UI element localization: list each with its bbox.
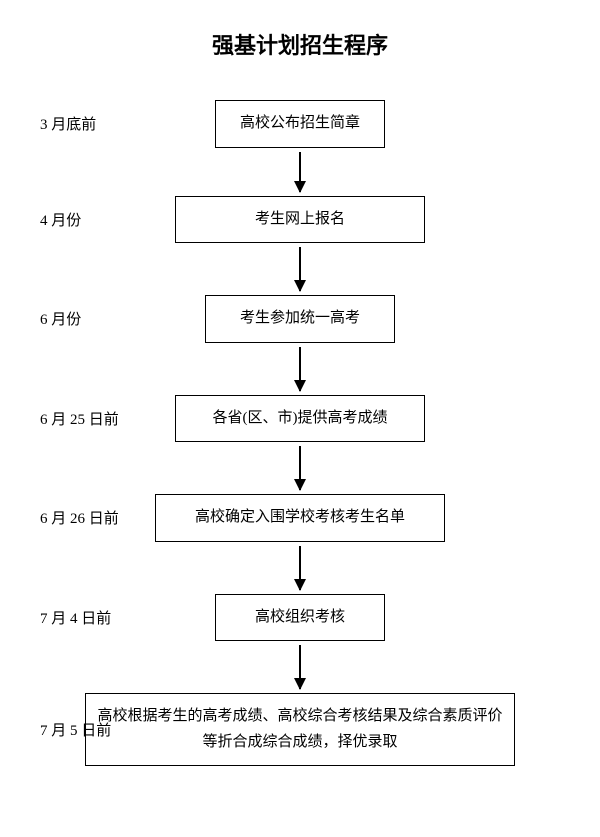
flow-box: 高校组织考核 [215,594,385,642]
date-label: 6 月 26 日前 [40,507,119,528]
flow-box: 考生参加统一高考 [205,295,395,343]
date-label: 7 月 5 日前 [40,719,111,740]
flowchart: 3 月底前 高校公布招生简章 4 月份 考生网上报名 6 月份 考生参加统一高考 6 月 2… [0,100,600,766]
date-label: 6 月份 [40,308,81,329]
arrow-down-icon [0,641,600,693]
arrow-down-icon [0,148,600,196]
arrow-down-icon [0,243,600,295]
flow-step: 6 月份 考生参加统一高考 [0,295,600,343]
flow-box: 高校确定入围学校考核考生名单 [155,494,445,542]
arrow-down-icon [0,442,600,494]
flow-step: 7 月 5 日前高校根据考生的高考成绩、高校综合考核结果及综合素质评价等折合成综… [0,693,600,766]
flow-box: 各省(区、市)提供高考成绩 [175,395,425,443]
flow-step: 7 月 4 日前 高校组织考核 [0,594,600,642]
flow-step: 6 月 26 日前 高校确定入围学校考核考生名单 [0,494,600,542]
flow-box: 高校根据考生的高考成绩、高校综合考核结果及综合素质评价等折合成综合成绩，择优录取 [85,693,515,766]
arrow-down-icon [0,343,600,395]
flow-step: 4 月份 考生网上报名 [0,196,600,244]
flow-box: 考生网上报名 [175,196,425,244]
page-title: 强基计划招生程序 [0,0,600,60]
date-label: 6 月 25 日前 [40,408,119,429]
date-label: 7 月 4 日前 [40,607,111,628]
date-label: 4 月份 [40,209,81,230]
flow-step: 6 月 25 日前 各省(区、市)提供高考成绩 [0,395,600,443]
flow-step: 3 月底前 高校公布招生简章 [0,100,600,148]
date-label: 3 月底前 [40,113,96,134]
flow-box: 高校公布招生简章 [215,100,385,148]
arrow-down-icon [0,542,600,594]
